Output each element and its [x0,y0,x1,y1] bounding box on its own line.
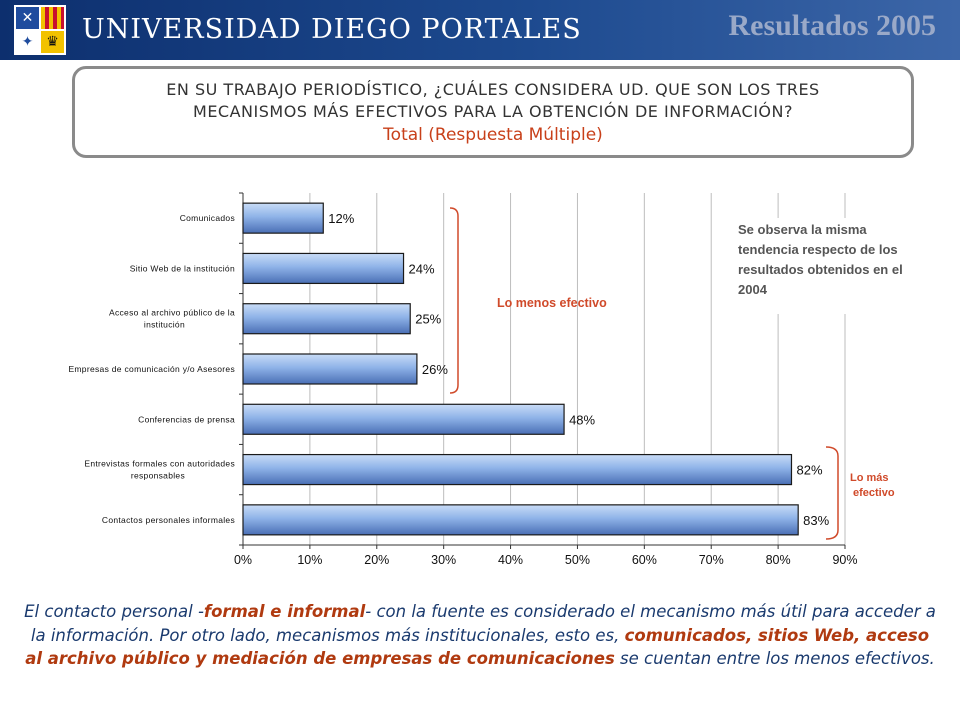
most-effective-bracket [825,446,839,540]
category-label: Sitio Web de la institución [130,263,235,273]
note-text: Se observa la misma tendencia respecto d… [738,222,903,297]
question-line-2: MECANISMOS MÁS EFECTIVOS PARA LA OBTENCI… [193,102,793,121]
bar [242,252,405,285]
category-label-line: Acceso al archivo público de la [109,308,235,318]
bar-value-label: 24% [409,261,435,276]
category-label: Empresas de comunicación y/o Asesores [68,364,235,374]
question-subtitle: Total (Respuesta Múltiple) [383,125,603,145]
bar [242,303,411,335]
x-tick-label: 20% [364,553,389,567]
category-label-line: institución [144,320,185,330]
most-effective-label-line1: Lo más [850,472,889,484]
x-tick-label: 90% [832,553,857,567]
category-label-line: responsables [131,471,185,481]
x-tick-label: 10% [297,553,322,567]
least-effective-label: Lo menos efectivo [497,296,607,310]
x-tick-label: 40% [498,553,523,567]
x-tick-label: 30% [431,553,456,567]
x-tick-label: 50% [565,553,590,567]
x-tick-label: 0% [234,553,252,567]
conclusion-part-3: se cuentan entre los menos efectivos. [614,649,935,668]
category-label: Contactos personales informales [102,515,235,525]
question-box: EN SU TRABAJO PERIODÍSTICO, ¿CUÁLES CONS… [72,66,914,158]
bar-value-label: 25% [415,312,441,327]
bar [242,202,324,234]
category-label: Acceso al archivo público de la instituci… [109,308,235,330]
conclusion-text: El contacto personal -formal e informal-… [20,600,940,671]
bar-chart: 0% 10% 20% 30% 40% 50% 60% 70% 80% 90% 12% Comunica… [68,192,895,567]
note-background [732,218,848,314]
conclusion-part-2: - con la fuente es considerado el mecani… [30,602,936,645]
bar-value-label: 26% [422,362,448,377]
bar [242,504,799,536]
bar-value-label: 82% [796,463,822,478]
bar-value-label: 48% [569,412,595,427]
least-effective-bracket [449,207,459,394]
bar-value-label: 83% [803,513,829,528]
bar [242,403,565,435]
university-name: UNIVERSIDAD DIEGO PORTALES [82,14,582,45]
category-label: Entrevistas formales con autoridades resp… [84,459,235,481]
bar [242,453,793,486]
category-label: Comunicados [180,213,235,223]
category-label-line: Entrevistas formales con autoridades [84,459,235,469]
question-line-1: EN SU TRABAJO PERIODÍSTICO, ¿CUÁLES CONS… [166,80,820,99]
header-banner: ✕ ✦ ♛ UNIVERSIDAD DIEGO PORTALES Resultado… [0,0,960,60]
university-crest-icon: ✕ ✦ ♛ [14,5,66,55]
x-tick-label: 70% [699,553,724,567]
conclusion-highlight-2: comunicados, sitios Web, acceso al archi… [25,625,930,669]
conclusion-highlight-1: formal e informal [203,602,366,621]
conclusion-part-1: El contacto personal - [24,602,204,621]
x-tick-label: 80% [766,553,791,567]
x-tick-label: 60% [632,553,657,567]
bar-value-label: 12% [328,211,354,226]
most-effective-label-line2: efectivo [853,487,895,499]
category-label: Conferencias de prensa [138,414,235,424]
results-title: Resultados 2005 [728,9,936,42]
bar [242,353,418,385]
